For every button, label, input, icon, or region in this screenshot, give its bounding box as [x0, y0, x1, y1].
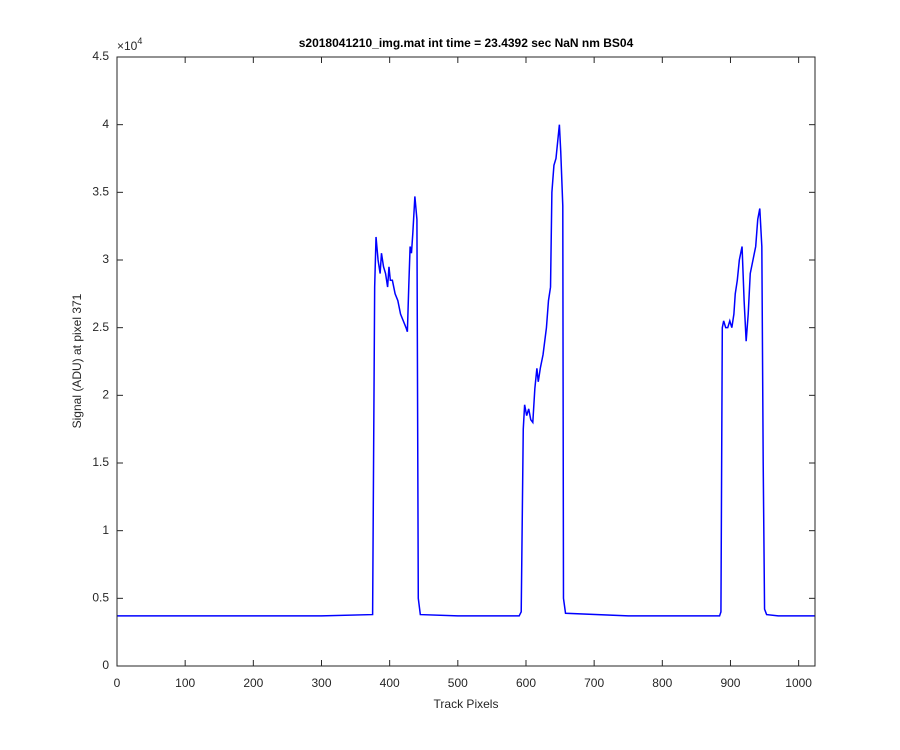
data-line — [117, 124, 815, 617]
y-tick-label: 3.5 — [92, 185, 109, 199]
y-axis-label: Signal (ADU) at pixel 371 — [70, 293, 84, 428]
y-tick-label: 3 — [102, 252, 109, 266]
x-tick-label: 0 — [114, 676, 121, 690]
y-tick-label: 2 — [102, 388, 109, 402]
y-tick-label: 2.5 — [92, 320, 109, 334]
chart-title: s2018041210_img.mat int time = 23.4392 s… — [299, 36, 634, 50]
plot-frame — [116, 56, 816, 667]
y-tick-label: 4 — [102, 117, 109, 131]
x-tick-label: 700 — [584, 676, 604, 690]
y-multiplier-base: ×10 — [117, 39, 138, 53]
x-tick-label: 800 — [652, 676, 672, 690]
y-tick-label: 4.5 — [92, 49, 109, 63]
y-tick-label: 0.5 — [92, 591, 109, 605]
y-tick-label: 0 — [102, 658, 109, 672]
y-tick-label: 1 — [102, 523, 109, 537]
y-multiplier: ×104 — [117, 36, 142, 53]
x-tick-label: 600 — [516, 676, 536, 690]
x-tick-label: 400 — [380, 676, 400, 690]
y-tick-label: 1.5 — [92, 455, 109, 469]
x-axis-label: Track Pixels — [434, 697, 499, 711]
x-tick-label: 900 — [720, 676, 740, 690]
x-tick-label: 300 — [311, 676, 331, 690]
x-tick-label: 1000 — [785, 676, 812, 690]
x-tick-label: 500 — [448, 676, 468, 690]
x-tick-label: 200 — [243, 676, 263, 690]
x-tick-label: 100 — [175, 676, 195, 690]
y-multiplier-exponent: 4 — [137, 36, 142, 46]
